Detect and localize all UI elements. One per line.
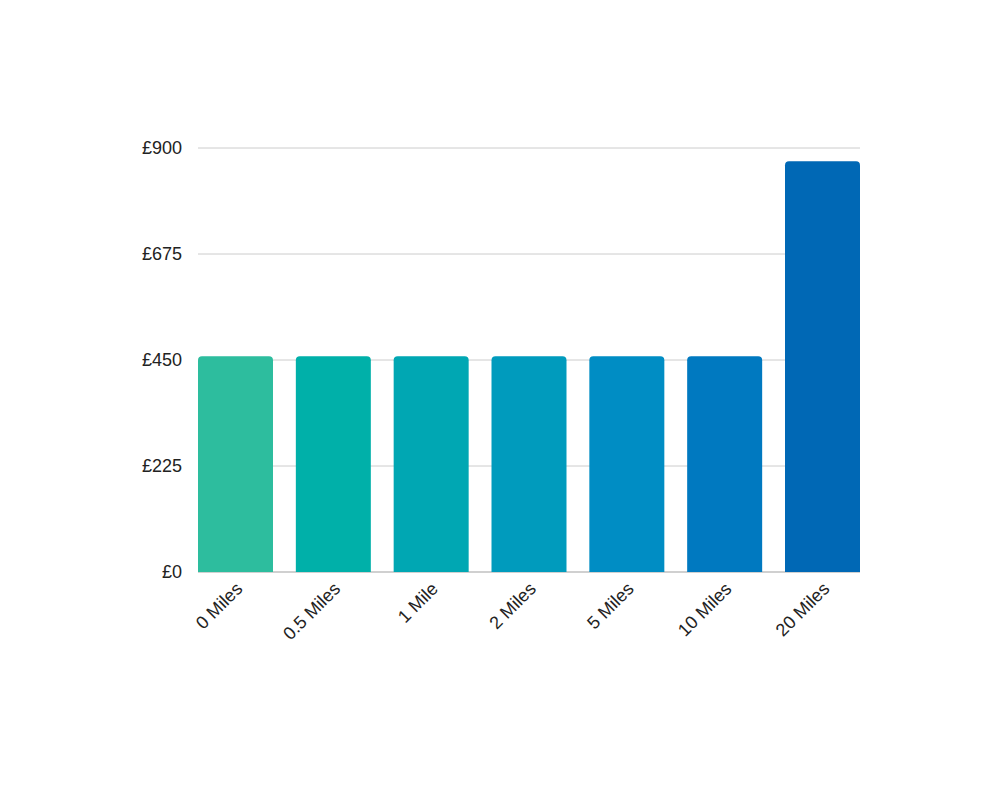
bar bbox=[687, 356, 762, 572]
y-tick-label: £225 bbox=[142, 456, 182, 476]
grid-line bbox=[198, 254, 860, 255]
x-tick-label: 20 Miles bbox=[772, 579, 834, 641]
x-tick-label: 5 Miles bbox=[583, 579, 637, 633]
bar bbox=[394, 356, 469, 572]
bar bbox=[589, 356, 664, 572]
x-tick-label: 10 Miles bbox=[674, 579, 736, 641]
x-tick-label: 2 Miles bbox=[485, 579, 539, 633]
y-tick-label: £900 bbox=[142, 138, 182, 158]
y-tick-label: £450 bbox=[142, 350, 182, 370]
bar bbox=[198, 356, 273, 572]
x-tick-label: 0 Miles bbox=[192, 579, 246, 633]
bar bbox=[492, 356, 567, 572]
bars bbox=[198, 161, 860, 572]
grid-line bbox=[198, 148, 860, 149]
y-tick-label: £675 bbox=[142, 244, 182, 264]
chart: £0 £225 £450 £675 £900 0 Miles 0.5 Miles 1 Mile… bbox=[0, 0, 1000, 800]
bar bbox=[785, 161, 860, 572]
x-tick-label: 1 Mile bbox=[394, 579, 442, 627]
bar bbox=[296, 356, 371, 572]
y-tick-label: £0 bbox=[162, 562, 182, 582]
x-tick-label: 0.5 Miles bbox=[279, 579, 344, 644]
